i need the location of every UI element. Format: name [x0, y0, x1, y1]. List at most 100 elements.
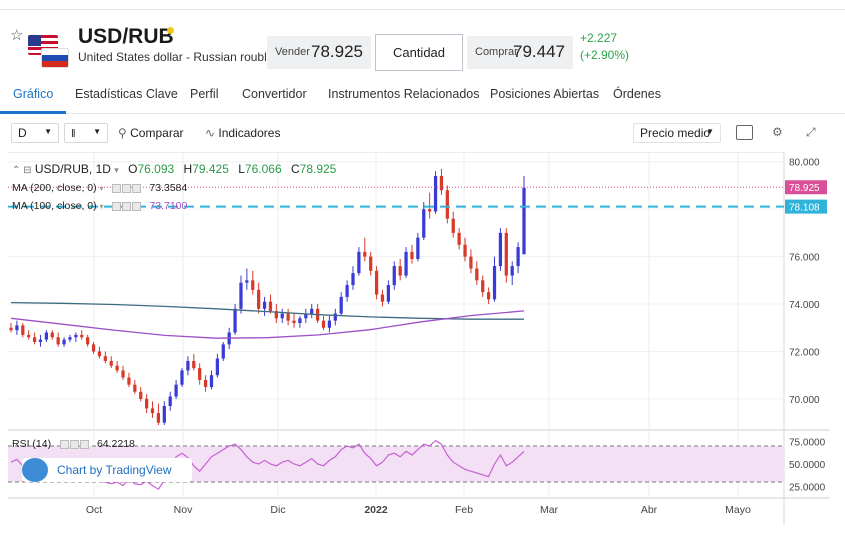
candle-body	[109, 360, 113, 366]
candle-body	[357, 251, 361, 274]
tradingview-watermark[interactable]: Chart by TradingView	[22, 458, 192, 482]
market-status-dot	[167, 27, 174, 34]
chevron-down-icon[interactable]: ▾	[99, 184, 104, 193]
quantity-input[interactable]: Cantidad	[375, 34, 463, 71]
price-chart[interactable]: OctNovDic2022FebMarAbrMayo80.00078.00076…	[8, 151, 830, 525]
candle-body	[68, 337, 72, 340]
x-tick-label: Mayo	[725, 504, 751, 516]
candle-body	[168, 396, 172, 407]
candle-body	[27, 334, 31, 338]
candle-body	[209, 375, 214, 388]
price-change-pct: (+2.90%)	[580, 48, 630, 62]
instrument-tabs: Gráfico Estadísticas Clave Perfil Conver…	[0, 76, 845, 114]
chevron-down-icon: ▼	[706, 127, 714, 136]
rsi-tick-label: 75.0000	[789, 438, 826, 449]
compare-label: Comparar	[130, 126, 184, 140]
tab-posiciones[interactable]: Posiciones Abiertas	[490, 87, 600, 101]
candle-body	[457, 232, 461, 245]
candle-body	[121, 370, 125, 378]
candle-body	[486, 292, 491, 300]
tab-convertidor[interactable]: Convertidor	[242, 87, 307, 101]
instrument-symbol: USD/RUB	[78, 25, 174, 48]
legend-close: 78.925	[299, 162, 337, 176]
legend-close-label: C	[290, 162, 300, 176]
candle-body	[404, 251, 408, 276]
watchlist-star-icon[interactable]: ☆	[10, 27, 24, 44]
chevron-down-icon[interactable]: ▾	[114, 165, 119, 175]
x-tick-label: Dic	[270, 504, 285, 516]
candle-body	[174, 384, 178, 397]
legend-high: 79.425	[192, 162, 229, 176]
sell-price: 78.925	[311, 42, 363, 61]
legend-rsi: RSI (14) 64.2218	[12, 438, 135, 450]
legend-low: 76.066	[244, 162, 282, 176]
candle-body	[144, 398, 149, 409]
candle-body	[127, 377, 131, 385]
currency-flags-icon	[28, 35, 72, 71]
candle-body	[186, 360, 190, 371]
y-tick-label: 74.000	[789, 300, 820, 311]
tab-perfil[interactable]: Perfil	[190, 87, 219, 101]
expand-icon[interactable]: ⤢	[806, 125, 816, 139]
chart-type-select[interactable]: ‖ ▼	[64, 123, 108, 143]
candle-body	[56, 337, 60, 345]
candle-body	[280, 313, 284, 319]
candle-body	[268, 301, 273, 312]
candle-body	[498, 232, 503, 267]
tradingview-logo-icon	[22, 458, 48, 482]
compare-button[interactable]: ⚲ Comparar	[118, 126, 184, 140]
ma-tag-label: 78.108	[789, 203, 820, 214]
legend-title: USD/RUB, 1D	[34, 162, 111, 176]
chart-canvas[interactable]: OctNovDic2022FebMarAbrMayo80.00078.00076…	[8, 151, 830, 525]
fullscreen-window-icon[interactable]	[736, 125, 753, 140]
candle-body	[150, 408, 155, 414]
price-change: +2.227 (+2.90%)	[580, 30, 629, 64]
tab-estadisticas[interactable]: Estadísticas Clave	[75, 87, 178, 101]
indicators-button[interactable]: ∿ Indicadores	[205, 126, 280, 140]
candle-body	[292, 320, 296, 324]
y-tick-label: 72.000	[789, 347, 820, 358]
tab-ordenes[interactable]: Órdenes	[613, 87, 661, 101]
ma200-line	[10, 301, 524, 320]
ma100-label: MA (100, close, 0)	[12, 200, 97, 212]
candle-body	[233, 308, 237, 333]
candle-body	[203, 379, 208, 388]
legend-low-label: L	[238, 162, 245, 176]
candle-body	[339, 296, 343, 314]
y-tick-label: 76.000	[789, 253, 820, 264]
ma100-line	[10, 310, 525, 339]
candle-body	[32, 337, 37, 342]
price-change-abs: +2.227	[580, 31, 618, 45]
candle-body	[91, 344, 96, 352]
candle-body	[398, 266, 402, 276]
sell-button[interactable]: Vender 78.925	[267, 36, 371, 69]
rsi-tick-label: 25.0000	[789, 483, 826, 494]
collapse-icon[interactable]: ⌃ ⊟	[12, 165, 32, 176]
candle-body	[516, 247, 520, 267]
candle-body	[198, 368, 202, 380]
rsi-controls[interactable]	[60, 438, 90, 450]
candle-body	[392, 266, 396, 286]
chevron-down-icon: ▼	[93, 127, 101, 136]
candle-body	[327, 320, 332, 328]
candle-body	[139, 391, 143, 399]
interval-select[interactable]: D ▼	[11, 123, 59, 143]
candle-body	[245, 280, 249, 283]
candle-body	[422, 209, 426, 238]
x-tick-label: Abr	[641, 504, 658, 516]
candle-body	[428, 209, 432, 212]
ma200-controls[interactable]	[112, 182, 142, 194]
candle-body	[469, 256, 473, 269]
candle-body	[439, 175, 444, 191]
tab-instrumentos[interactable]: Instrumentos Relacionados	[328, 87, 480, 101]
candle-body	[103, 356, 107, 361]
settings-gear-icon[interactable]: ⚙	[772, 125, 783, 139]
chevron-down-icon[interactable]: ▾	[99, 202, 104, 211]
rsi-tick-label: 50.0000	[789, 460, 826, 471]
ma100-controls[interactable]	[112, 200, 142, 212]
tab-grafico[interactable]: Gráfico	[13, 87, 54, 101]
y-tick-label: 70.000	[789, 395, 820, 406]
buy-button[interactable]: Comprar 79.447	[467, 36, 573, 69]
candle-body	[492, 266, 497, 300]
price-type-select[interactable]: Precio medio ▼	[633, 123, 721, 143]
